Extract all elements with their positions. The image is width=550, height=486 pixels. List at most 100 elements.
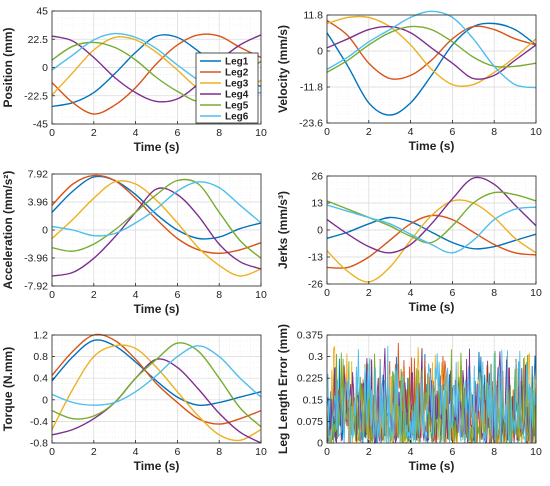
y-tick-label: -3.96 [24, 253, 48, 265]
y-tick-label: 0.225 [297, 373, 323, 385]
panel-6: 0 2 4 6 8 10 0 0.075 0.15 0.225 0.3 0.375 Time (s) Le… [276, 324, 542, 473]
series-group [326, 10, 537, 116]
y-tick-label: 0 [42, 394, 48, 406]
y-tick-label: 0.075 [297, 416, 323, 428]
x-tick-label: 10 [255, 127, 267, 139]
y-tick-label: -11.8 [300, 82, 323, 94]
y-tick-label: -45 [33, 119, 48, 131]
series-line-leg3 [326, 15, 537, 87]
y-tick-label: 1.2 [33, 330, 48, 342]
legend-label: Leg6 [225, 112, 249, 123]
y-tick-label: 0.4 [33, 373, 48, 385]
x-axis-label: Time (s) [409, 300, 455, 314]
x-tick-label: 10 [255, 289, 267, 301]
axes-frame [326, 334, 537, 444]
series-line-leg3 [51, 180, 262, 277]
series-line-leg3 [326, 199, 537, 283]
x-tick-label: 10 [530, 446, 542, 458]
x-axis-label: Time (s) [134, 302, 180, 316]
x-tick-label: 10 [530, 287, 542, 299]
legend-label: Leg2 [225, 68, 249, 79]
series-line-leg5 [51, 342, 262, 428]
series-line-leg1 [51, 339, 262, 407]
series-group [51, 174, 262, 277]
x-tick-label: 8 [216, 289, 222, 301]
series-line-leg2 [51, 33, 262, 115]
y-tick-label: 0.3 [308, 351, 323, 363]
x-tick-label: 4 [133, 289, 139, 301]
y-tick-label: -23.6 [299, 118, 323, 130]
x-tick-label: 2 [91, 446, 97, 458]
x-tick-label: 0 [49, 289, 55, 301]
series-group [326, 342, 537, 445]
x-tick-label: 2 [91, 127, 97, 139]
y-tick-label: 3.96 [28, 197, 49, 209]
panel-3: 0 2 4 6 8 10 -7.92 -3.96 0 3.96 7.92 Time (s) Accele… [1, 169, 267, 317]
x-tick-label: 6 [449, 446, 455, 458]
x-tick-label: 4 [133, 127, 139, 139]
series-line-leg4 [51, 187, 262, 277]
x-tick-label: 8 [491, 126, 497, 138]
x-tick-label: 4 [408, 126, 414, 138]
y-tick-label: -7.92 [24, 281, 48, 293]
series-line-leg6 [51, 181, 262, 237]
legend-label: Leg5 [225, 101, 249, 112]
x-tick-label: 0 [49, 127, 55, 139]
panel-5: 0 2 4 6 8 10 -0.8 -0.4 0 0.4 0.8 1.2 Time (s) Torque … [1, 330, 267, 474]
y-axis-label: Leg Length Error (mm) [276, 324, 290, 454]
y-axis-label: Position (mm) [1, 27, 15, 107]
series-line-leg3 [51, 344, 262, 442]
x-axis-label: Time (s) [134, 459, 180, 473]
y-tick-label: -0.8 [30, 438, 48, 450]
x-tick-label: 8 [491, 287, 497, 299]
x-tick-label: 8 [216, 127, 222, 139]
y-tick-label: 0.15 [303, 394, 324, 406]
y-tick-label: 7.92 [28, 169, 49, 181]
series-line-leg5 [51, 178, 262, 259]
legend-label: Leg4 [225, 90, 249, 101]
y-tick-label: 45 [36, 6, 48, 18]
series-line-leg2 [326, 19, 537, 80]
x-tick-label: 6 [449, 126, 455, 138]
panel-4: 0 2 4 6 8 10 -26 -13 0 13 26 Time (s) Jerks (mm/s³) [276, 171, 542, 315]
x-tick-label: 6 [449, 287, 455, 299]
legend-label: Leg1 [225, 57, 249, 68]
x-axis-label: Time (s) [409, 139, 455, 153]
series-line-leg2 [51, 333, 262, 425]
y-tick-label: -13 [308, 252, 323, 264]
series-line-leg2 [51, 174, 262, 255]
x-tick-label: 6 [174, 127, 180, 139]
x-tick-label: 8 [216, 446, 222, 458]
x-tick-label: 4 [408, 287, 414, 299]
x-axis-label: Time (s) [409, 459, 455, 473]
x-tick-label: 10 [530, 126, 542, 138]
x-axis-label: Time (s) [134, 140, 180, 154]
y-tick-label: 22.5 [28, 34, 49, 46]
y-axis-label: Jerks (mm/s³) [276, 191, 290, 269]
y-tick-label: 0 [317, 225, 323, 237]
x-tick-label: 2 [366, 446, 372, 458]
x-tick-label: 0 [49, 446, 55, 458]
y-tick-label: 26 [311, 171, 323, 183]
panel-1: 0 2 4 6 8 10 -45 -22.5 0 22.5 45 Time (s) Position (… [1, 6, 267, 155]
y-tick-label: -22.5 [24, 90, 48, 102]
legend-label: Leg3 [225, 79, 249, 90]
series-line-leg5 [326, 25, 537, 74]
y-axis-label: Velocity (mm/s) [276, 25, 290, 113]
series-line-leg6 [326, 345, 537, 444]
x-tick-label: 2 [366, 287, 372, 299]
y-tick-label: 0.8 [33, 351, 48, 363]
y-tick-label: 0 [317, 46, 323, 58]
x-tick-label: 2 [91, 289, 97, 301]
panel-2: 0 2 4 6 8 10 -23.6 -11.8 0 11.8 Time (s) Velocity (… [276, 10, 542, 154]
y-axis-label: Torque (N.mm) [1, 347, 15, 431]
axes-frame [51, 334, 262, 444]
y-tick-label: 0.375 [297, 330, 323, 342]
series-line-leg6 [326, 10, 537, 89]
series-line-leg6 [326, 204, 537, 254]
y-tick-label: 0 [317, 438, 323, 450]
x-tick-label: 0 [324, 446, 330, 458]
x-tick-label: 6 [174, 289, 180, 301]
x-tick-label: 6 [174, 446, 180, 458]
